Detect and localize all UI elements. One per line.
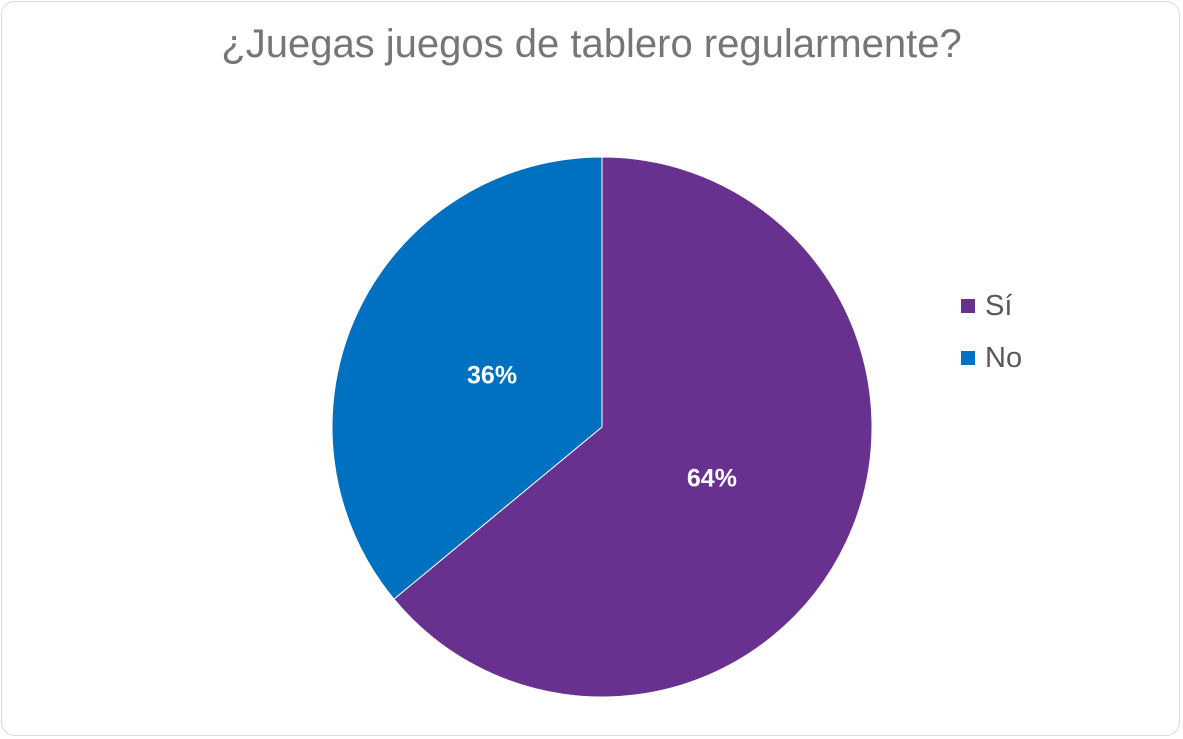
legend-swatch [961, 299, 975, 313]
legend-swatch [961, 351, 975, 365]
pie-slice-si [393, 156, 873, 698]
data-label-no: 36% [467, 361, 517, 389]
legend-item-no: No [961, 332, 1022, 384]
legend-label: Sí [985, 289, 1013, 322]
data-label-si: 64% [687, 465, 737, 493]
legend: Sí No [961, 280, 1022, 384]
chart-title: ¿Juegas juegos de tablero regularmente? [221, 22, 962, 66]
legend-item-si: Sí [961, 280, 1022, 332]
pie-slice-no [331, 156, 603, 600]
legend-label: No [985, 341, 1023, 374]
